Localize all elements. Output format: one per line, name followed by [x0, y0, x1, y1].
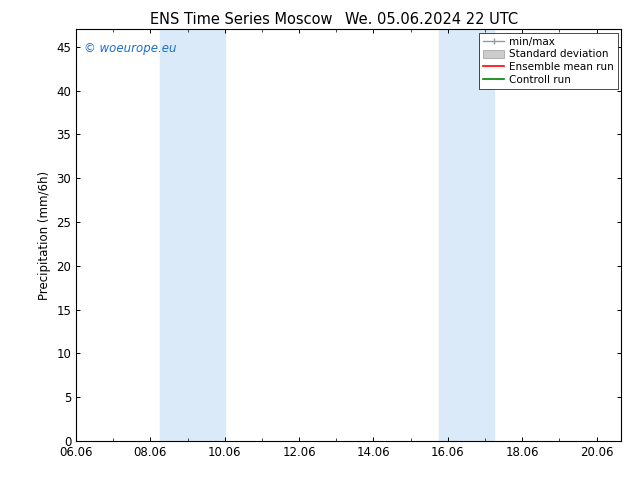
Bar — [160, 29, 225, 441]
Bar — [439, 29, 495, 441]
Y-axis label: Precipitation (mm/6h): Precipitation (mm/6h) — [38, 171, 51, 300]
Text: We. 05.06.2024 22 UTC: We. 05.06.2024 22 UTC — [344, 12, 518, 27]
Text: © woeurope.eu: © woeurope.eu — [84, 42, 177, 55]
Text: ENS Time Series Moscow: ENS Time Series Moscow — [150, 12, 332, 27]
Legend: min/max, Standard deviation, Ensemble mean run, Controll run: min/max, Standard deviation, Ensemble me… — [479, 32, 618, 89]
